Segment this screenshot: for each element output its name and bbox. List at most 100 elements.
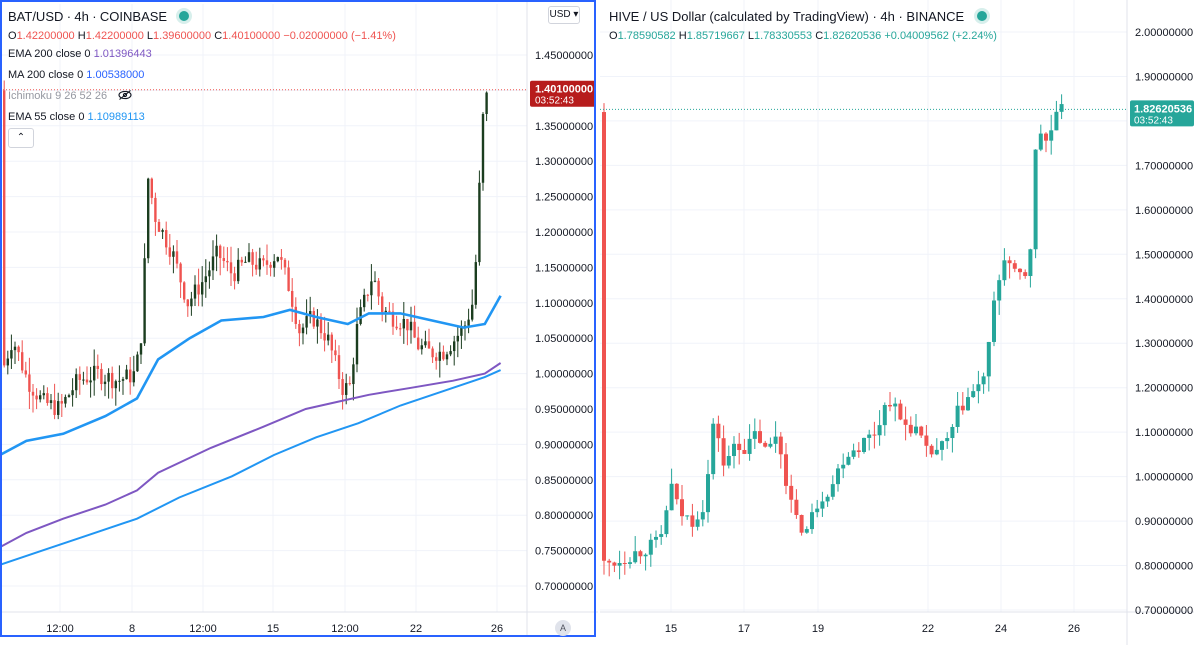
- hive-candle: [940, 441, 944, 450]
- time-axis-label: 24: [995, 623, 1007, 635]
- hive-candle: [607, 560, 612, 563]
- hive-candle: [836, 468, 840, 485]
- bat-candle: [6, 358, 9, 366]
- hive-candle: [732, 443, 736, 457]
- bat-candle: [345, 383, 348, 395]
- hive-chart-pane[interactable]: 2.000000001.900000001.800000001.70000000…: [600, 0, 1194, 645]
- hive-candle: [742, 450, 747, 454]
- hive-candle: [685, 515, 690, 517]
- hive-candle: [789, 485, 794, 500]
- bat-candle: [219, 245, 222, 259]
- time-axis-label: 12:00: [331, 623, 359, 635]
- bat-candle: [71, 390, 74, 396]
- bat-candle: [312, 311, 315, 327]
- bat-candle: [359, 307, 362, 324]
- price-axis-label: 1.30000000: [535, 156, 593, 168]
- hive-candle: [1028, 249, 1033, 277]
- hive-candle: [934, 449, 939, 455]
- bat-interval[interactable]: 4h: [74, 9, 89, 24]
- indicator-ema200[interactable]: EMA 200 close 0 1.01396443: [8, 48, 152, 60]
- hive-candle: [888, 404, 892, 407]
- hive-candle: [617, 563, 622, 566]
- hive-candle: [758, 431, 762, 443]
- price-axis-label: 1.00000000: [1135, 472, 1193, 484]
- time-axis-label: 12:00: [46, 623, 74, 635]
- hive-candle: [903, 419, 908, 425]
- bat-candle: [291, 290, 294, 307]
- bat-candle: [287, 267, 290, 291]
- hive-candle: [898, 403, 903, 420]
- hive-candle: [1018, 268, 1022, 273]
- time-axis-label: 12:00: [189, 623, 217, 635]
- price-axis-label: 0.85000000: [535, 475, 593, 487]
- bat-candle: [240, 259, 243, 263]
- hive-title[interactable]: HIVE / US Dollar (calculated by TradingV…: [609, 9, 965, 24]
- hive-candle: [690, 515, 695, 527]
- hive-candle: [695, 519, 700, 527]
- bat-candle: [35, 395, 38, 400]
- hive-candle: [997, 280, 1002, 301]
- bat-candle: [337, 355, 341, 380]
- bat-candle: [467, 319, 470, 326]
- hive-chart-svg[interactable]: 2.000000001.900000001.800000001.70000000…: [600, 0, 1194, 645]
- hive-candle: [851, 450, 856, 457]
- bat-candle: [420, 345, 423, 350]
- price-axis-label: 1.30000000: [1135, 338, 1193, 350]
- hive-candle: [664, 510, 669, 535]
- time-axis-label: 19: [812, 623, 824, 635]
- indicator-ema55[interactable]: EMA 55 close 0 1.10989113: [8, 111, 145, 123]
- hive-candle: [986, 341, 991, 377]
- price-axis-label: 1.60000000: [1135, 205, 1193, 217]
- bat-candle: [294, 306, 297, 324]
- hive-candle: [950, 426, 955, 439]
- collapse-legend-button[interactable]: ⌃: [8, 128, 34, 148]
- hive-candle: [825, 496, 830, 502]
- bat-candle: [31, 391, 35, 396]
- last-price-value: 1.82620536: [1134, 103, 1192, 115]
- time-axis-label: 22: [410, 623, 422, 635]
- bat-candle: [251, 252, 254, 265]
- bat-candle: [319, 319, 323, 334]
- market-status-icon: [176, 8, 193, 24]
- bat-candle: [237, 259, 240, 282]
- bat-candle: [377, 280, 380, 297]
- bat-candle: [427, 341, 431, 349]
- bat-candle: [13, 346, 17, 351]
- hive-candle: [804, 529, 809, 533]
- time-axis-label: 26: [491, 623, 503, 635]
- hive-candle: [846, 456, 851, 465]
- price-axis-label: 0.70000000: [535, 581, 593, 593]
- hive-candle: [628, 562, 632, 564]
- bat-candle: [179, 263, 182, 283]
- auto-scale-button[interactable]: A: [555, 620, 571, 636]
- bat-candle: [388, 310, 391, 312]
- indicator-ma200[interactable]: MA 200 close 0 1.00538000: [8, 69, 145, 81]
- bat-candle: [283, 259, 287, 268]
- hive-candle: [1044, 133, 1048, 141]
- hive-candle: [643, 554, 648, 557]
- bat-candle: [129, 369, 132, 383]
- hidden-eye-icon[interactable]: [118, 90, 132, 100]
- bat-candle: [197, 284, 200, 295]
- bat-chart-svg[interactable]: 1.450000001.400000001.350000001.30000000…: [0, 0, 600, 645]
- bat-candle: [474, 262, 477, 305]
- time-axis-label: 22: [922, 623, 934, 635]
- indicator-ichimoku[interactable]: Ichimoku 9 26 52 26: [8, 86, 396, 107]
- bat-symbol[interactable]: BAT/USD: [8, 9, 64, 24]
- bat-candle: [165, 230, 168, 248]
- price-axis-label: 0.75000000: [535, 546, 593, 558]
- bat-candle: [381, 296, 384, 313]
- hive-candle: [768, 443, 773, 447]
- currency-button[interactable]: USD ▾: [548, 6, 580, 24]
- price-axis-label: 0.80000000: [535, 510, 593, 522]
- bat-candle: [435, 357, 438, 361]
- bat-candle: [100, 368, 103, 385]
- bat-candle: [453, 341, 456, 352]
- hive-candle: [992, 300, 996, 342]
- bat-candle: [399, 328, 402, 330]
- bat-candle: [280, 257, 283, 260]
- bat-candle: [327, 334, 330, 341]
- bat-close: 1.40100000: [222, 30, 281, 42]
- price-axis-label: 0.90000000: [535, 439, 593, 451]
- bat-chart-pane[interactable]: 1.450000001.400000001.350000001.30000000…: [0, 0, 600, 645]
